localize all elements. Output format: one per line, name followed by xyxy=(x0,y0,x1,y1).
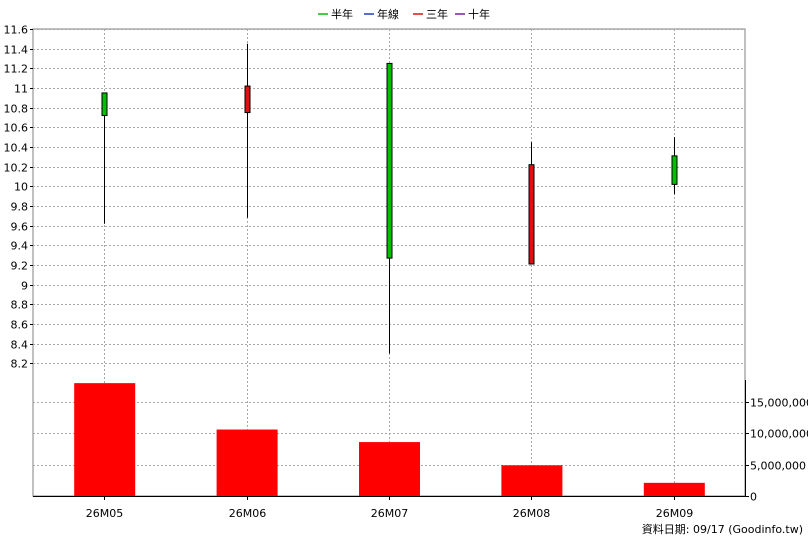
volume-tick-label: 5,000,000 xyxy=(750,460,806,473)
candle-body xyxy=(671,155,678,185)
volume-bar xyxy=(74,383,136,496)
price-tick-label: 8.2 xyxy=(11,358,29,371)
legend-label: 半年 xyxy=(331,7,353,21)
price-tick-label: 11.4 xyxy=(4,44,29,57)
price-tick-label: 9.2 xyxy=(11,260,29,273)
price-tick-label: 10.8 xyxy=(4,103,29,116)
x-tick-label: 26M06 xyxy=(229,507,267,520)
legend-label: 三年 xyxy=(426,7,448,21)
volume-tick-label: 15,000,000 xyxy=(750,397,808,410)
volume-tick-label: 10,000,000 xyxy=(750,428,808,441)
price-tick-label: 10.2 xyxy=(4,162,29,175)
price-tick-label: 11.6 xyxy=(4,24,29,37)
price-tick-label: 8.6 xyxy=(11,319,29,332)
candle-body xyxy=(244,85,251,114)
x-tick-label: 26M07 xyxy=(371,507,409,520)
legend-label: 十年 xyxy=(468,7,490,21)
price-tick-label: 8.8 xyxy=(11,299,29,312)
legend-label: 年線 xyxy=(377,7,399,21)
volume-bar xyxy=(359,442,420,496)
candle-body xyxy=(386,62,393,259)
price-tick-label: 9.8 xyxy=(11,201,29,214)
price-tick-label: 9.6 xyxy=(11,221,29,234)
x-tick-label: 26M09 xyxy=(656,507,694,520)
volume-bar xyxy=(643,482,705,496)
price-tick-label: 8.4 xyxy=(11,339,29,352)
volume-bar xyxy=(501,465,563,496)
x-tick-label: 26M08 xyxy=(513,507,551,520)
candle-body xyxy=(528,164,535,265)
price-tick-label: 10.4 xyxy=(4,142,29,155)
candle-body xyxy=(101,92,108,117)
volume-bar xyxy=(216,429,278,496)
price-tick-label: 11 xyxy=(14,83,28,96)
x-tick-label: 26M05 xyxy=(86,507,124,520)
volume-tick-label: 0 xyxy=(750,491,757,504)
price-tick-label: 10 xyxy=(14,181,28,194)
price-tick-label: 11.2 xyxy=(4,63,29,76)
price-tick-label: 10.6 xyxy=(4,122,29,135)
price-tick-label: 9.4 xyxy=(11,240,29,253)
price-tick-label: 9 xyxy=(21,280,28,293)
footer-source: 資料日期: 09/17 (Goodinfo.tw) xyxy=(642,522,803,536)
